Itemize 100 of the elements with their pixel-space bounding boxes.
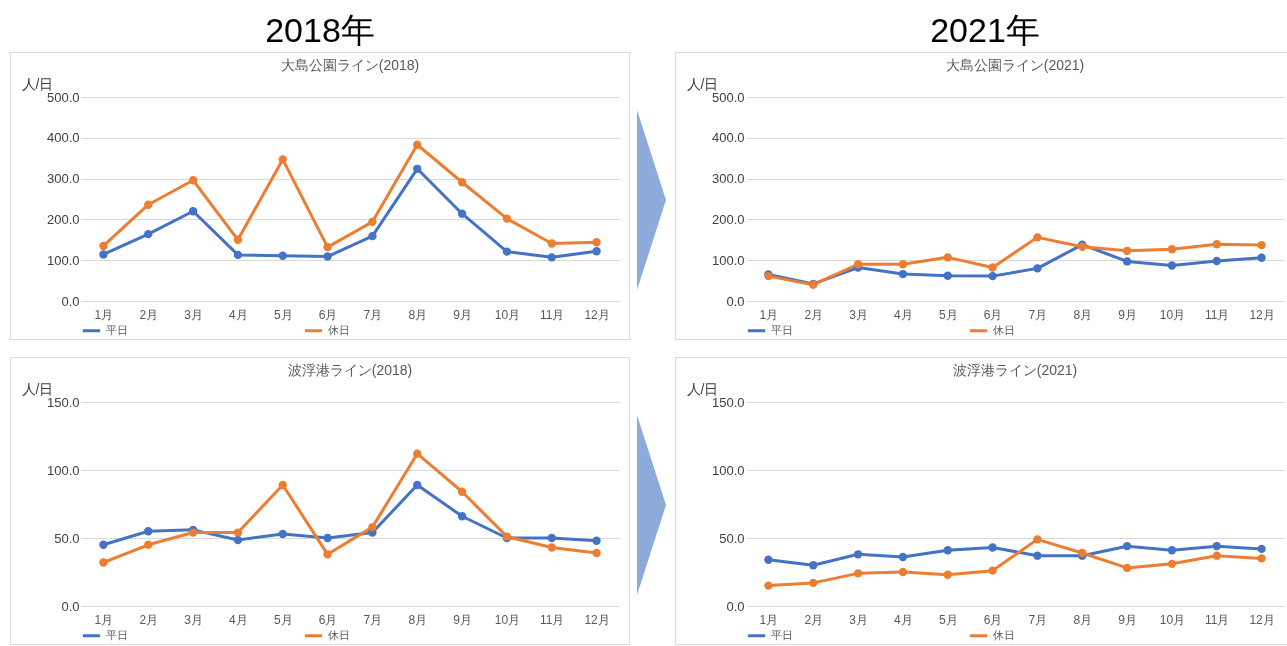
- x-tick-label: 8月: [408, 612, 428, 627]
- x-tick-label: 11月: [540, 307, 565, 322]
- point: [1212, 256, 1221, 266]
- y-tick-label: 400.0: [711, 130, 745, 146]
- x-tick-label: 5月: [938, 307, 958, 322]
- chart-title: 波浮港ライン(2018): [287, 362, 413, 378]
- y-tick-label: 200.0: [46, 211, 80, 227]
- y-tick-label: 50.0: [54, 530, 80, 546]
- point: [1212, 240, 1221, 249]
- point: [278, 480, 287, 490]
- x-tick-label: 3月: [184, 307, 203, 322]
- x-tick-label: 5月: [273, 612, 293, 627]
- point: [1033, 233, 1042, 242]
- x-tick-label: 4月: [894, 612, 913, 627]
- point: [233, 528, 243, 537]
- point: [592, 536, 601, 545]
- legend-label: 休日: [328, 323, 350, 336]
- point: [592, 548, 601, 558]
- point: [592, 238, 601, 247]
- point: [1167, 261, 1177, 270]
- legend-label: 休日: [328, 628, 350, 641]
- x-tick-label: 3月: [184, 612, 203, 627]
- y-tick-label: 50.0: [719, 530, 745, 546]
- y-tick-label: 400.0: [46, 130, 80, 146]
- point: [233, 250, 243, 260]
- point: [592, 247, 601, 256]
- y-tick-label: 0.0: [61, 598, 80, 614]
- x-tick-label: 12月: [584, 612, 610, 627]
- point: [853, 550, 863, 559]
- x-tick-label: 10月: [1159, 612, 1186, 627]
- x-tick-label: 4月: [229, 612, 248, 627]
- point: [1122, 246, 1132, 255]
- legend-label: 平日: [771, 628, 793, 641]
- point: [99, 540, 108, 549]
- x-tick-label: 1月: [759, 612, 779, 627]
- x-tick-label: 7月: [1028, 307, 1048, 322]
- point: [547, 543, 556, 552]
- text: 2021年: [929, 10, 1041, 51]
- point: [323, 550, 332, 559]
- legend-label: 平日: [771, 323, 793, 336]
- x-tick-label: 10月: [494, 307, 521, 322]
- point: [988, 543, 997, 552]
- y-tick-label: 0.0: [61, 293, 80, 309]
- point: [1212, 541, 1221, 551]
- x-tick-label: 8月: [1073, 612, 1093, 627]
- y-tick-label: 100.0: [46, 252, 80, 268]
- y-tick-label: 300.0: [711, 171, 745, 187]
- point: [988, 271, 997, 281]
- point: [988, 263, 997, 272]
- x-tick-label: 7月: [363, 612, 383, 627]
- point: [1257, 240, 1266, 250]
- x-tick-label: 5月: [938, 612, 958, 627]
- point: [547, 533, 556, 543]
- x-tick-label: 2月: [804, 612, 824, 627]
- point: [1167, 546, 1177, 555]
- x-tick-label: 3月: [849, 307, 868, 322]
- y-axis-title: 人/日: [21, 380, 54, 397]
- x-tick-label: 4月: [229, 307, 248, 322]
- x-tick-label: 6月: [318, 612, 338, 627]
- point: [853, 569, 863, 578]
- y-axis-title: 人/日: [686, 75, 719, 92]
- point: [99, 241, 108, 251]
- point: [988, 566, 997, 575]
- x-tick-label: 6月: [983, 307, 1003, 322]
- point: [99, 558, 108, 567]
- point: [1257, 544, 1266, 554]
- x-tick-label: 12月: [584, 307, 610, 322]
- x-tick-label: 1月: [94, 307, 114, 322]
- legend-label: 平日: [106, 628, 128, 641]
- point: [502, 214, 512, 223]
- point: [278, 251, 287, 260]
- point: [368, 231, 377, 241]
- point: [413, 140, 422, 149]
- chart-title: 大島公園ライン(2018): [280, 57, 420, 73]
- point: [1257, 253, 1266, 262]
- y-tick-label: 100.0: [46, 462, 80, 478]
- x-tick-label: 2月: [139, 612, 159, 627]
- point: [144, 200, 153, 209]
- point: [457, 178, 467, 187]
- point: [943, 570, 952, 579]
- point: [1122, 257, 1132, 266]
- point: [457, 209, 467, 218]
- point: [764, 581, 773, 590]
- chart-title: 大島公園ライン(2021): [945, 57, 1085, 73]
- point: [144, 229, 153, 239]
- point: [99, 250, 108, 259]
- point: [502, 247, 512, 256]
- x-tick-label: 11月: [540, 612, 565, 627]
- point: [457, 512, 467, 521]
- x-tick-label: 9月: [1118, 612, 1137, 627]
- y-axis-title: 人/日: [21, 75, 54, 92]
- point: [323, 242, 332, 252]
- x-tick-label: 8月: [408, 307, 428, 322]
- point: [809, 561, 818, 570]
- point: [898, 269, 908, 279]
- y-tick-label: 100.0: [711, 252, 745, 268]
- point: [547, 239, 556, 248]
- x-tick-label: 11月: [1205, 612, 1230, 627]
- point: [144, 527, 153, 536]
- x-tick-label: 6月: [318, 307, 338, 322]
